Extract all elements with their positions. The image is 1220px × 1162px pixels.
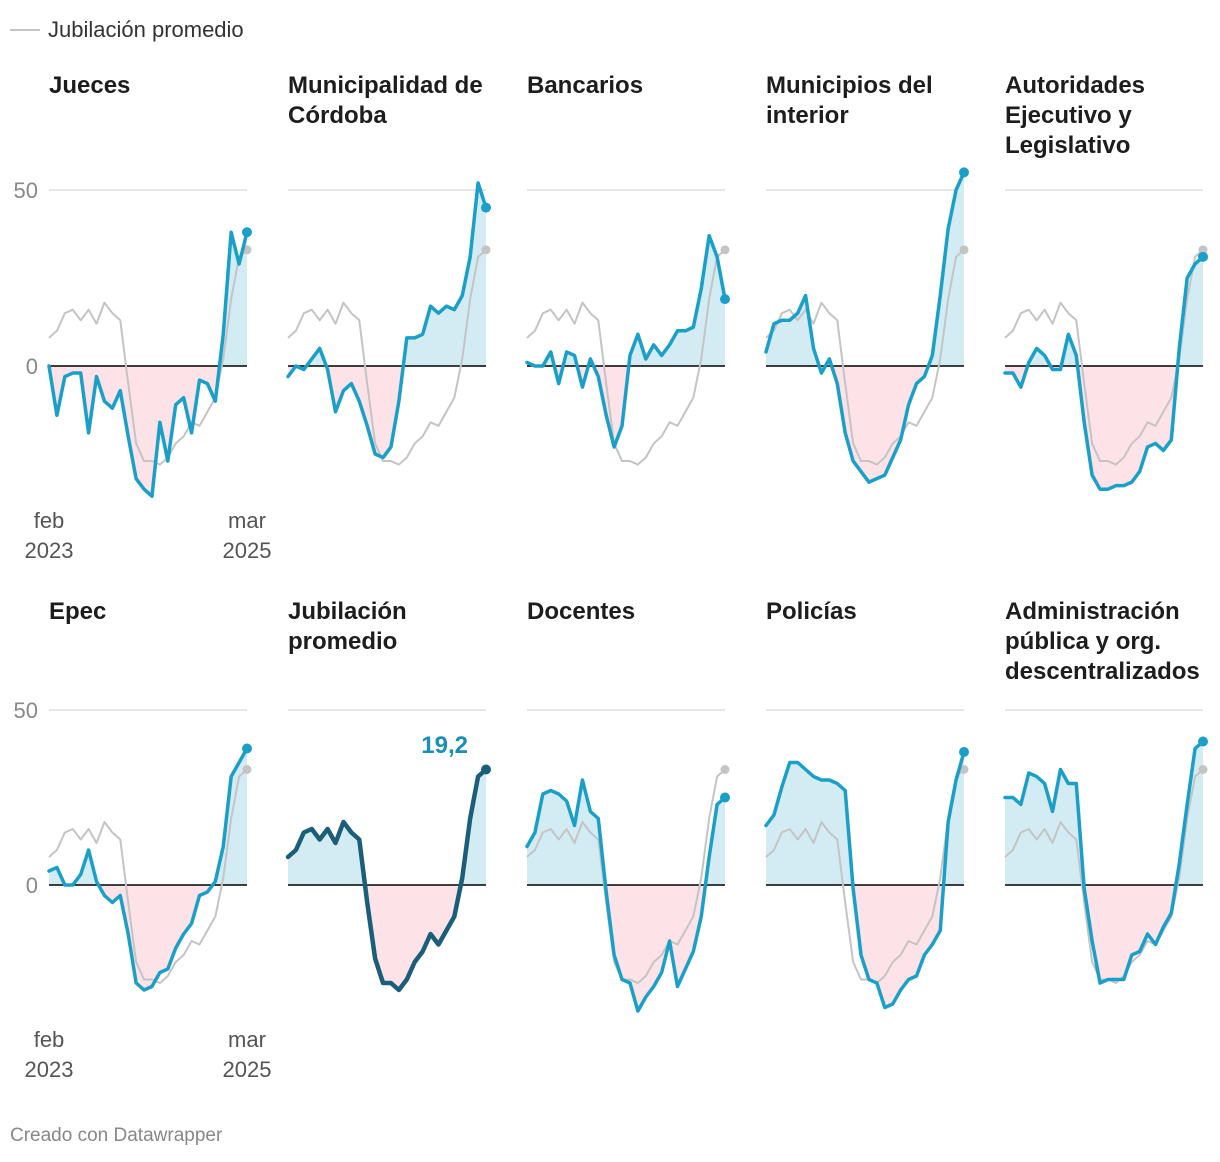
panel-title: Docentes <box>527 598 635 625</box>
panel-title: Ejecutivo y <box>1005 102 1132 129</box>
series-line <box>47 746 249 992</box>
reference-end-dot <box>242 765 252 774</box>
legend: Jubilación promedio <box>10 14 244 46</box>
x-tick-label: feb <box>34 1027 65 1052</box>
reference-end-dot <box>481 245 491 255</box>
series-line <box>764 750 966 1010</box>
series-line <box>525 778 727 1013</box>
area-positive <box>766 752 964 885</box>
panel-title: Jubilación <box>288 598 407 625</box>
panel: Autoridades Ejecutivo y Legislativo <box>1003 72 1208 491</box>
x-tick-label: 2025 <box>223 538 272 563</box>
reference-line <box>765 249 965 466</box>
area-positive <box>288 769 486 885</box>
panel-title: pública y org. <box>1005 628 1161 655</box>
panel: Epec 0 50 feb 2023 mar 2025 <box>14 598 272 1082</box>
area-positive <box>766 172 964 366</box>
panel: Docentes <box>525 598 730 1013</box>
area-positive <box>1005 256 1203 366</box>
x-tick-label: 2025 <box>223 1057 272 1082</box>
area-positive <box>527 235 725 366</box>
area-negative <box>1005 885 1203 983</box>
area-negative <box>288 366 486 458</box>
x-tick-label: 2023 <box>25 1057 74 1082</box>
x-tick-label: mar <box>228 1027 266 1052</box>
reference-line <box>526 249 726 466</box>
series-line <box>285 767 489 993</box>
reference-line <box>765 768 965 984</box>
area-negative <box>49 885 247 990</box>
series-end-dot <box>1198 736 1208 747</box>
area-positive <box>288 182 486 366</box>
area-negative <box>1005 366 1203 490</box>
panel-title: Autoridades <box>1005 72 1145 99</box>
y-tick-label: 50 <box>14 698 38 723</box>
legend-label: Jubilación promedio <box>48 17 244 42</box>
reference-line <box>1004 249 1204 466</box>
panel: Administración pública y org. descentraliz… <box>1003 598 1208 985</box>
panel: Jubilación promedio 19,2 <box>285 598 491 993</box>
series-end-dot <box>242 227 252 238</box>
panel-title: Policías <box>766 598 857 625</box>
panel-title: Legislativo <box>1005 132 1130 159</box>
panel-title: Epec <box>49 598 106 625</box>
reference-end-dot <box>959 765 969 774</box>
y-tick-label: 0 <box>26 873 38 898</box>
panel: Policías <box>764 598 969 1010</box>
panel-title: promedio <box>288 628 397 655</box>
series-end-dot <box>959 167 969 178</box>
panel-title: Municipalidad de <box>288 72 483 99</box>
credit-footer: Creado con Datawrapper <box>10 1125 223 1146</box>
panel: Bancarios <box>525 72 730 466</box>
panel-title: Bancarios <box>527 72 643 99</box>
area-positive <box>527 780 725 885</box>
series-end-dot <box>959 747 969 757</box>
panel: Jueces 0 50 feb 2023 mar 2025 <box>14 72 272 563</box>
reference-end-dot <box>720 245 730 255</box>
series-line <box>764 170 966 484</box>
area-negative <box>527 885 725 1011</box>
series-end-dot <box>1198 251 1208 262</box>
series-end-dot <box>720 792 730 803</box>
reference-line <box>48 768 248 984</box>
reference-end-dot <box>720 765 730 774</box>
series-line <box>1003 739 1205 985</box>
series-end-dot <box>720 294 730 305</box>
panel-title: Administración <box>1005 598 1180 625</box>
series-line <box>47 230 249 498</box>
y-tick-label: 50 <box>14 178 38 203</box>
reference-end-dot <box>1198 245 1208 255</box>
series-end-dot <box>242 743 252 754</box>
area-positive <box>1005 741 1203 885</box>
panel-title: interior <box>766 102 849 129</box>
area-positive <box>49 232 247 366</box>
x-tick-label: mar <box>228 508 266 533</box>
panel: Municipalidad de Córdoba <box>286 72 491 466</box>
area-negative <box>766 366 964 483</box>
area-negative <box>288 885 486 990</box>
x-tick-label: feb <box>34 508 65 533</box>
x-tick-label: 2023 <box>25 538 74 563</box>
area-negative <box>766 885 964 1008</box>
panel-title: Jueces <box>49 72 130 99</box>
area-negative <box>49 366 247 497</box>
panel: Municipios del interior <box>764 72 969 484</box>
series-line <box>1003 255 1205 491</box>
series-line <box>286 181 488 460</box>
series-line <box>525 234 727 449</box>
annotation-label: 19,2 <box>421 732 468 759</box>
series-end-dot <box>481 764 491 775</box>
reference-end-dot <box>959 245 969 255</box>
legend-swatch <box>10 29 40 31</box>
y-tick-label: 0 <box>26 354 38 379</box>
reference-end-dot <box>1198 765 1208 774</box>
panel-title: Córdoba <box>288 102 387 129</box>
area-positive <box>49 748 247 885</box>
panel-title: Municipios del <box>766 72 933 99</box>
panel-title: descentralizados <box>1005 658 1200 685</box>
reference-line <box>287 249 487 466</box>
series-end-dot <box>481 202 491 213</box>
